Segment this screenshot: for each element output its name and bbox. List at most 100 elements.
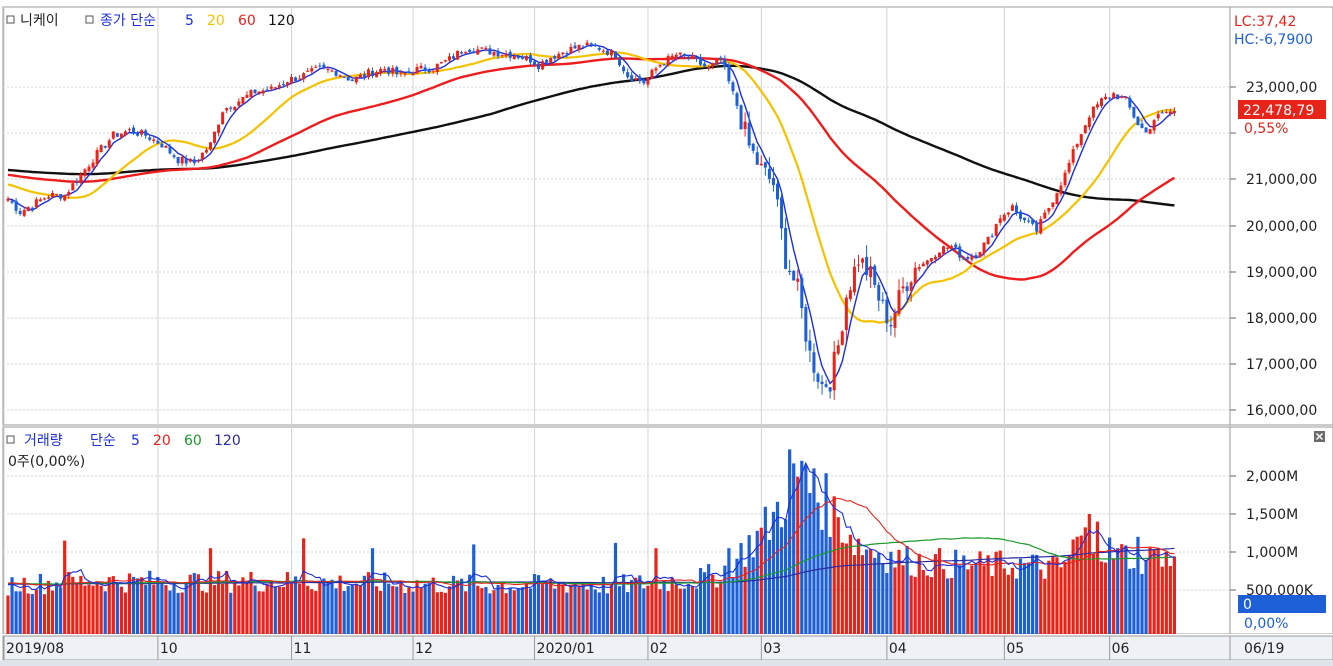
volume-bar [852, 555, 857, 634]
volume-bar [95, 581, 99, 634]
volume-ma120-line [8, 547, 1175, 585]
volume-bar [532, 574, 537, 634]
legend-square-icon [85, 15, 94, 24]
candle [946, 247, 950, 252]
volume-bar [160, 583, 164, 634]
volume-bar [91, 585, 95, 634]
volume-bar [419, 587, 423, 634]
volume-bar [395, 586, 399, 634]
volume-bar [775, 501, 780, 634]
volume-bar [828, 536, 832, 634]
candle [111, 131, 115, 140]
volume-bar [180, 592, 184, 634]
candle [245, 91, 249, 98]
candle [1124, 96, 1128, 100]
volume-bar [577, 586, 581, 634]
volume-bar [860, 555, 865, 634]
volume-bar [1059, 567, 1063, 634]
volume-bar [42, 594, 47, 634]
date-axis-end-label: 06/19 [1244, 641, 1284, 657]
volume-bar [788, 449, 792, 634]
candle [504, 50, 508, 59]
volume-bar [1006, 574, 1010, 634]
candle [22, 206, 26, 218]
candle [674, 52, 678, 61]
volume-bar [755, 530, 759, 634]
candle [354, 76, 358, 85]
candle [107, 138, 111, 150]
volume-bar [1152, 549, 1156, 634]
date-tick-label: 11 [294, 641, 312, 657]
volume-bar [387, 583, 391, 634]
volume-bar [87, 584, 91, 634]
candle [727, 62, 731, 85]
candle [330, 68, 334, 73]
candle [91, 159, 95, 170]
volume-bar [617, 586, 622, 634]
candle [176, 156, 180, 167]
volume-bar [107, 577, 111, 634]
volume-bar [350, 584, 354, 634]
volume-bar [739, 543, 743, 634]
volume-bar [881, 563, 885, 634]
candle [658, 64, 662, 68]
volume-bar [840, 542, 844, 634]
candle [780, 192, 784, 240]
volume-tick-label: 1,000M [1246, 545, 1298, 561]
volume-bar [277, 586, 281, 634]
lc-label: LC:37,42 [1234, 14, 1296, 30]
volume-bar [524, 583, 528, 634]
volume-bar [925, 575, 929, 634]
date-axis[interactable]: 2019/08 10 11 12 2020/01 02 03 04 05 06 06/19 [0, 634, 1333, 661]
candle [524, 55, 528, 62]
volume-bar [541, 584, 545, 634]
volume-bar [816, 502, 820, 634]
candle [362, 71, 366, 81]
price-panel[interactable] [2, 6, 1231, 426]
volume-bar [998, 550, 1002, 634]
candle [322, 62, 326, 70]
volume-bar [358, 585, 362, 634]
candle [443, 59, 447, 63]
volume-bar [172, 582, 176, 634]
volume-bar [484, 587, 488, 634]
volume-bar [743, 566, 747, 634]
volume-bar [897, 549, 901, 634]
candle [233, 106, 237, 111]
volume-bar [917, 553, 921, 634]
volume-bar [800, 460, 804, 634]
volume-ma5-line [7, 461, 1175, 591]
candle [533, 58, 536, 66]
candle [577, 44, 581, 53]
close-panel-icon[interactable] [1314, 431, 1325, 442]
candle [391, 65, 395, 77]
volume-bar [59, 587, 63, 634]
volume-bar [553, 588, 557, 634]
volume-bar [427, 582, 431, 634]
candle [1063, 169, 1067, 188]
candle [771, 167, 775, 192]
volume-bar [184, 583, 188, 634]
volume-bar [99, 585, 103, 634]
candle [132, 125, 136, 135]
candle [678, 52, 682, 57]
candle [958, 243, 962, 262]
chart-scrollbar[interactable] [0, 660, 1333, 666]
candle [824, 379, 828, 388]
candle [731, 80, 735, 95]
volume-panel[interactable] [2, 426, 1231, 635]
volume-bar [281, 587, 285, 634]
volume-bar [1031, 554, 1035, 634]
volume-bar [302, 538, 306, 634]
volume-bar [686, 584, 690, 634]
volume-bar [1035, 554, 1039, 634]
volume-bar [1010, 567, 1014, 634]
candle [763, 161, 767, 176]
candle [302, 72, 306, 83]
volume-bar [407, 587, 411, 634]
volume-bar [913, 576, 917, 634]
candle [986, 236, 990, 245]
volume-bar [472, 544, 476, 634]
volume-bar [229, 592, 233, 634]
price-tick-label: 18,000,00 [1246, 311, 1317, 327]
